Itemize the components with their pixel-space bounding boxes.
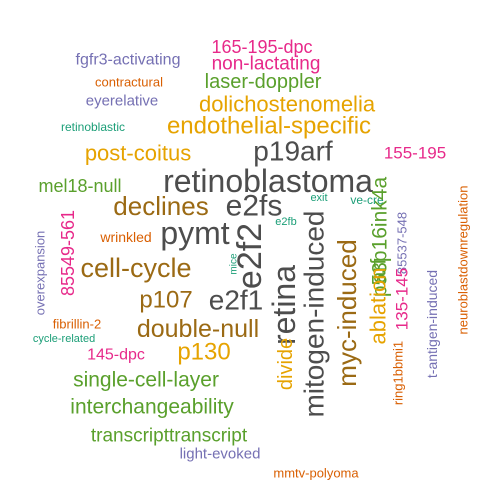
word-p19arf: p19arf	[253, 136, 333, 167]
word-pymt: pymt	[160, 215, 229, 251]
word-neuroblastdownregulation: neuroblastdownregulation	[456, 186, 471, 335]
word-contractural: contractural	[95, 75, 163, 90]
word-fibrillin-2: fibrillin-2	[53, 317, 101, 332]
word-mitogen-induced: mitogen-induced	[299, 210, 330, 417]
word-e2fs: e2fs	[226, 190, 283, 223]
word-eyerelative: eyerelative	[86, 93, 159, 110]
word-85537-548: 85537-548	[395, 212, 410, 274]
word-retina: retina	[266, 265, 302, 345]
word-mel18-null: mel18-null	[38, 176, 121, 196]
word-165-195-dpc: 165-195-dpc	[211, 37, 312, 57]
word-light-evoked: light-evoked	[180, 446, 261, 463]
word-e2f1: e2f1	[209, 285, 264, 316]
word-85549-561: 85549-561	[58, 210, 78, 296]
word-135-145: 135-145	[393, 268, 412, 330]
word-transcripttranscript: transcripttranscript	[91, 426, 248, 447]
word-ve-cre: ve-cre	[350, 193, 384, 207]
word-145-dpc: 145-dpc	[87, 347, 145, 364]
word-declines: declines	[113, 191, 208, 221]
word-e2f2: e2f2	[231, 223, 269, 289]
word-laser-doppler: laser-doppler	[205, 71, 322, 93]
word-endothelial-specific: endothelial-specific	[167, 113, 371, 140]
word-p130: p130	[177, 339, 230, 366]
word-wrinkled: wrinkled	[99, 229, 151, 245]
word-double-null: double-null	[137, 315, 259, 343]
word-t-antigen-induced: t-antigen-induced	[424, 270, 440, 378]
word-post-coitus: post-coitus	[85, 141, 191, 166]
word-155-195: 155-195	[384, 144, 446, 163]
word-p53p16ink4a: p53p16ink4a	[369, 177, 392, 298]
word-retinoblastic: retinoblastic	[61, 120, 125, 134]
word-arf: arf	[368, 259, 391, 284]
word-mice: mice	[229, 253, 240, 275]
word-myc-induced: myc-induced	[332, 239, 362, 386]
word-fgfr3-activating: fgfr3-activating	[76, 52, 181, 69]
word-p107: p107	[139, 287, 192, 314]
word-non-lactating: non-lactating	[212, 54, 321, 75]
word-retinoblastoma: retinoblastoma	[163, 163, 373, 199]
word-exit: exit	[310, 192, 327, 204]
word-ring1bbmi1: ring1bbmi1	[391, 341, 406, 405]
word-interchangeability: interchangeability	[70, 396, 234, 419]
word-cycle-related: cycle-related	[33, 333, 95, 345]
word-e2fb: e2fb	[275, 216, 296, 228]
word-divide: divide	[275, 338, 297, 390]
word-mmtv-polyoma: mmtv-polyoma	[273, 466, 359, 481]
word-single-cell-layer: single-cell-layer	[73, 369, 219, 392]
word-ablation: ablation	[366, 267, 391, 344]
word-overexpansion: overexpansion	[33, 231, 48, 316]
word-dolichostenomelia: dolichostenomelia	[199, 92, 376, 117]
word-cell-cycle: cell-cycle	[80, 253, 191, 283]
